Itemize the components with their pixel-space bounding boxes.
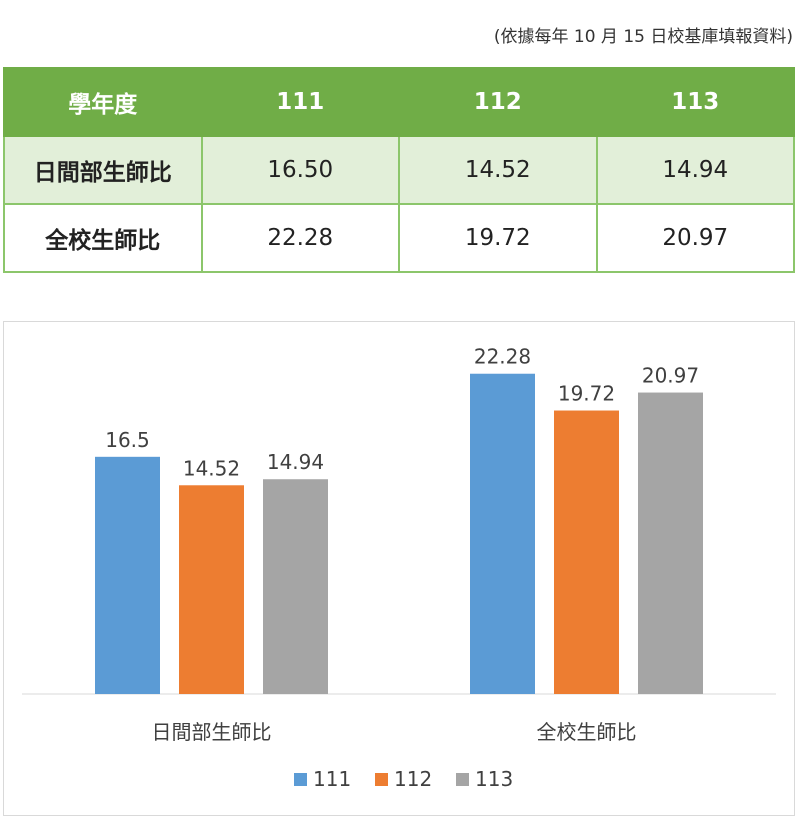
data-label: 20.97 bbox=[642, 364, 699, 388]
bar-112-1 bbox=[554, 410, 619, 694]
table-cell: 14.52 bbox=[398, 135, 598, 205]
category-label: 日間部生師比 bbox=[152, 720, 272, 744]
header-cell-111: 111 bbox=[200, 67, 400, 137]
table-row: 全校生師比 22.28 19.72 20.97 bbox=[3, 203, 795, 273]
table-row: 日間部生師比 16.50 14.52 14.94 bbox=[3, 135, 795, 205]
header-cell-112: 112 bbox=[398, 67, 598, 137]
category-label: 全校生師比 bbox=[537, 720, 637, 744]
bar-112-0 bbox=[179, 485, 244, 694]
legend-swatch-113 bbox=[456, 773, 469, 786]
data-label: 16.5 bbox=[105, 428, 150, 452]
row-label: 日間部生師比 bbox=[3, 135, 203, 205]
bar-chart: 16.5 22.28 14.52 19.72 14.94 20.97 日間部生師比 全校生師比… bbox=[3, 321, 795, 816]
bar-113-1 bbox=[638, 392, 703, 694]
header-cell-113: 113 bbox=[595, 67, 795, 137]
table-cell: 14.94 bbox=[595, 135, 795, 205]
table-cell: 16.50 bbox=[200, 135, 400, 205]
data-label: 19.72 bbox=[558, 382, 615, 406]
data-source-note: (依據每年 10 月 15 日校基庫填報資料) bbox=[493, 27, 793, 47]
bar-113-0 bbox=[263, 479, 328, 694]
header-cell-year: 學年度 bbox=[3, 67, 203, 137]
legend-label: 112 bbox=[394, 767, 432, 791]
table-header-row: 學年度 111 112 113 bbox=[3, 67, 795, 137]
data-label: 22.28 bbox=[474, 345, 531, 369]
bar-111-0 bbox=[95, 456, 160, 694]
table-cell: 19.72 bbox=[398, 203, 598, 273]
bar-111-1 bbox=[470, 373, 535, 694]
data-label: 14.52 bbox=[183, 456, 240, 480]
legend-label: 111 bbox=[313, 767, 351, 791]
chart-svg: 16.5 22.28 14.52 19.72 14.94 20.97 日間部生師比 全校生師比… bbox=[22, 345, 776, 791]
data-label: 14.94 bbox=[267, 450, 324, 474]
table-cell: 22.28 bbox=[200, 203, 400, 273]
legend-swatch-112 bbox=[375, 773, 388, 786]
legend-label: 113 bbox=[475, 767, 513, 791]
table-cell: 20.97 bbox=[595, 203, 795, 273]
legend-swatch-111 bbox=[294, 773, 307, 786]
ratio-table: 學年度 111 112 113 日間部生師比 16.50 14.52 14.94… bbox=[3, 67, 795, 273]
row-label: 全校生師比 bbox=[3, 203, 203, 273]
